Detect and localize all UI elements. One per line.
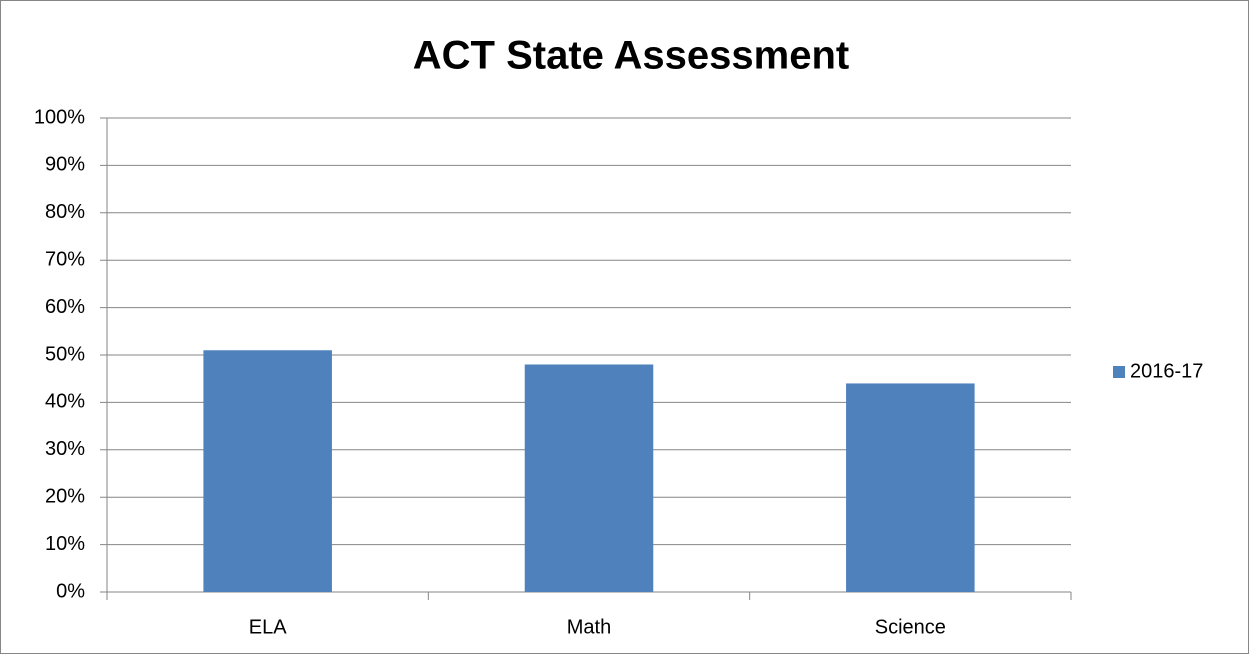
bar	[203, 350, 332, 592]
y-tick-label: 20%	[45, 485, 85, 507]
y-tick-label: 80%	[45, 201, 85, 223]
y-tick-label: 90%	[45, 154, 85, 176]
legend-label: 2016-17	[1130, 360, 1203, 382]
legend-swatch	[1113, 366, 1125, 378]
y-tick-label: 0%	[56, 580, 85, 602]
y-tick-label: 30%	[45, 438, 85, 460]
x-tick-label: Science	[875, 616, 946, 638]
y-tick-label: 70%	[45, 248, 85, 270]
y-tick-label: 10%	[45, 533, 85, 555]
y-tick-label: 60%	[45, 296, 85, 318]
x-tick-label: Math	[567, 616, 611, 638]
y-tick-label: 40%	[45, 391, 85, 413]
y-tick-label: 100%	[34, 106, 85, 128]
bar	[524, 364, 654, 592]
x-tick-label: ELA	[249, 616, 287, 638]
chart-title: ACT State Assessment	[413, 34, 849, 78]
bar	[846, 383, 975, 592]
y-tick-label: 50%	[45, 343, 85, 365]
